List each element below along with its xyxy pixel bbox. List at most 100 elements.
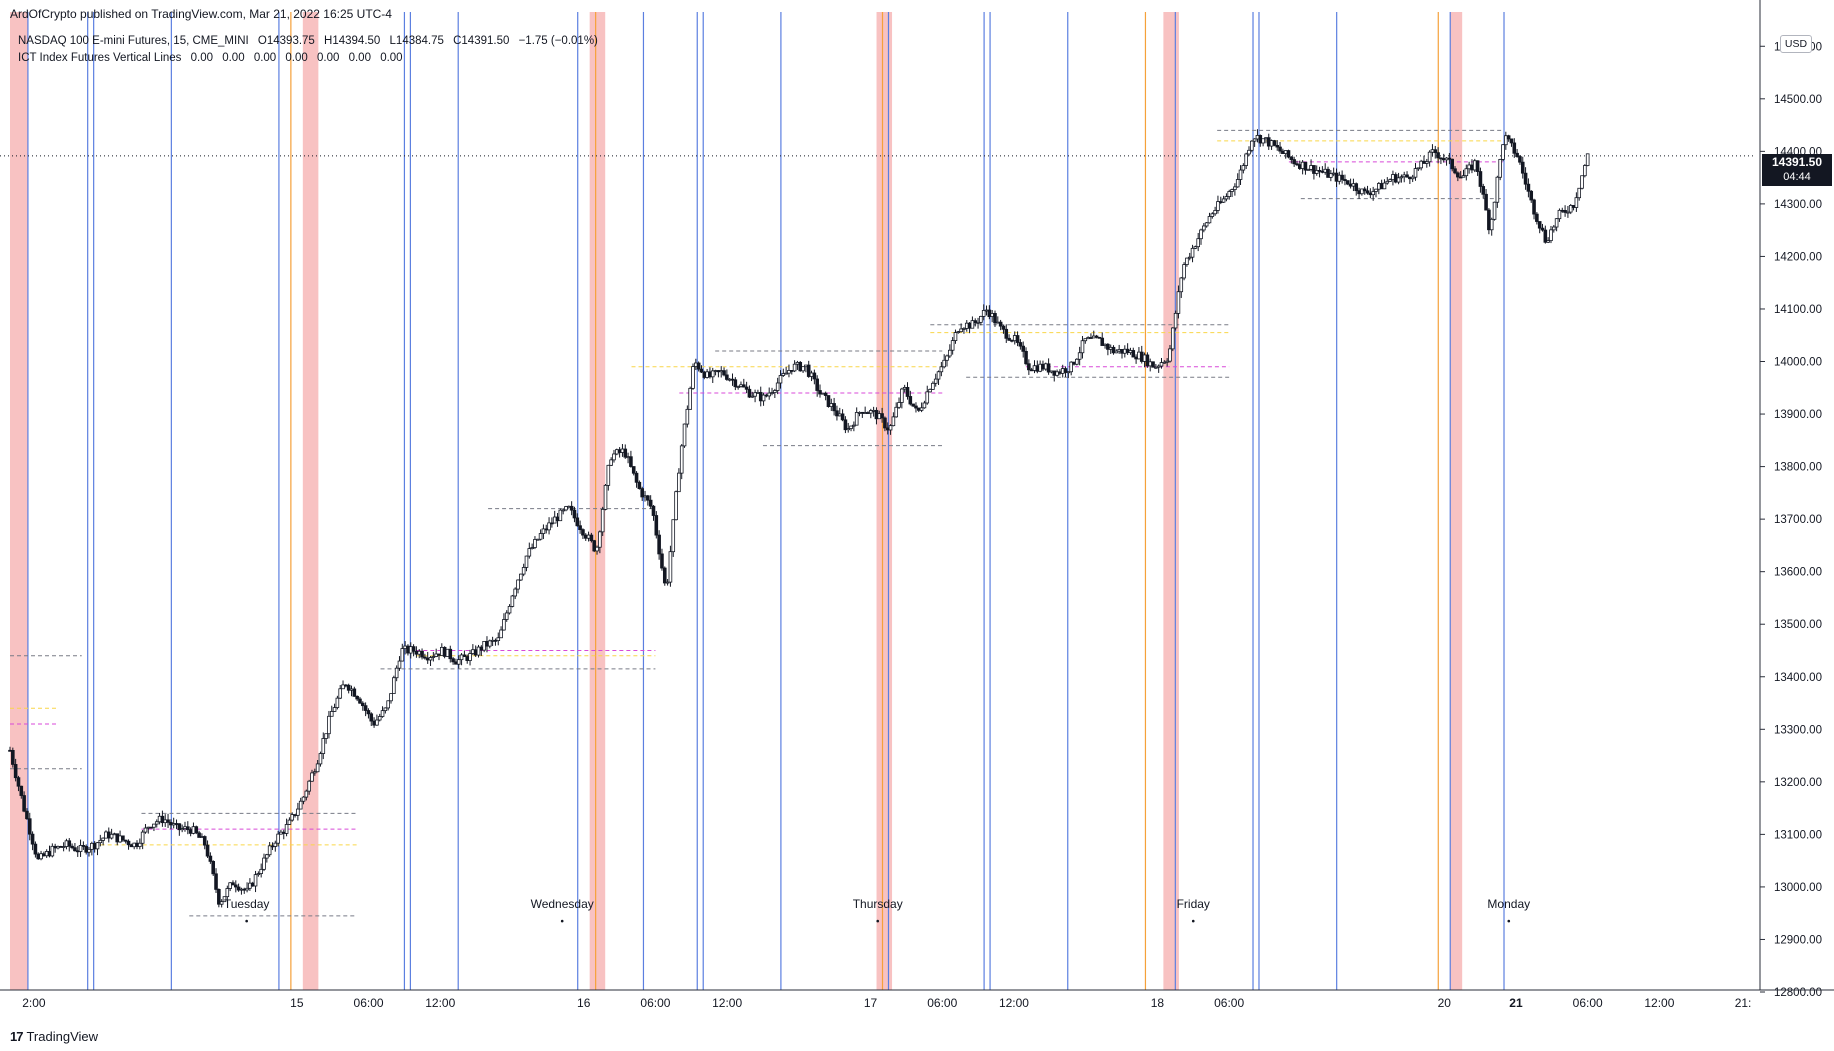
candle-body [665, 581, 670, 584]
candle-body [750, 395, 755, 398]
candle-body [789, 370, 794, 372]
symbol-legend[interactable]: NASDAQ 100 E-mini Futures, 15, CME_MINI … [18, 35, 604, 47]
candle-body [64, 840, 69, 847]
candle-body [27, 818, 32, 835]
candle-body [423, 656, 427, 659]
candle-body [392, 677, 396, 694]
candle-body [722, 370, 726, 376]
candle-body [527, 548, 532, 557]
candle-body [922, 402, 927, 409]
candle-body [1472, 160, 1477, 171]
candle-body [1106, 343, 1110, 350]
candle-body [403, 645, 407, 649]
candle-body [335, 697, 340, 708]
time-tick-label: 06:00 [354, 996, 384, 1010]
price-tick-label: 14000.00 [1774, 357, 1822, 369]
candle-body [674, 491, 678, 521]
candle-body [225, 888, 230, 898]
candle-body [67, 840, 72, 847]
candle-body [1549, 229, 1553, 242]
candle-body [171, 823, 176, 826]
candle-body [386, 700, 390, 709]
indicator-value: 0.00 [285, 52, 308, 64]
candle-body [329, 711, 334, 717]
candle-body [835, 410, 839, 417]
candle-body [1272, 140, 1277, 146]
candle-body [456, 659, 461, 665]
candle-body [1489, 218, 1494, 231]
candle-body [643, 495, 647, 498]
candle-body [1123, 348, 1127, 354]
candle-body [267, 845, 272, 856]
candle-body [1439, 157, 1443, 160]
candle-body [1495, 176, 1500, 203]
candle-body [1063, 368, 1068, 373]
candle-body [75, 850, 80, 853]
candle-body [1501, 144, 1505, 160]
candle-body [925, 391, 930, 404]
candle-body [654, 515, 659, 536]
candle-body [397, 660, 402, 669]
candle-body [332, 707, 337, 712]
candle-body [400, 648, 405, 662]
candle-body [487, 640, 492, 647]
price-tick-label: 12800.00 [1774, 987, 1822, 999]
candle-body [660, 553, 664, 569]
candle-body [1182, 264, 1186, 279]
candle-body [1001, 325, 1006, 330]
candle-body [1430, 149, 1435, 153]
candle-body [586, 534, 591, 539]
candle-body [767, 392, 772, 397]
candle-body [1396, 177, 1401, 183]
candle-body [146, 826, 151, 829]
candle-body [1478, 171, 1483, 187]
candle-body [942, 359, 946, 368]
candle-body [640, 488, 644, 498]
candle-body [1128, 350, 1133, 353]
price-tick-label: 13300.00 [1774, 724, 1822, 736]
candle-body [1475, 160, 1480, 172]
candle-body [631, 466, 636, 474]
candle-body [567, 505, 571, 508]
candle-body [1159, 362, 1164, 367]
candle-body [19, 785, 24, 796]
time-tick-label: 16 [577, 996, 591, 1010]
candle-body [140, 831, 145, 844]
candle-body [98, 839, 103, 844]
candle-body [1343, 179, 1347, 181]
publisher-line: ArdOfCrypto published on TradingView.com… [10, 7, 392, 21]
symbol-name[interactable]: NASDAQ 100 E-mini Futures, 15, CME_MINI [18, 35, 249, 47]
candle-body [1523, 172, 1528, 185]
candle-body [552, 516, 557, 524]
candle-body [736, 386, 740, 388]
candle-body [1320, 170, 1325, 173]
candle-body [1283, 150, 1288, 154]
indicator-legend[interactable]: ICT Index Futures Vertical Lines 0.00 0.… [18, 52, 409, 64]
candle-body [708, 371, 712, 378]
candle-body [1218, 201, 1223, 203]
candle-body [276, 833, 280, 844]
candle-body [589, 534, 594, 542]
candle-body [327, 715, 331, 735]
candle-body [1331, 172, 1336, 175]
candle-body [1317, 170, 1322, 172]
candle-body [1399, 176, 1404, 179]
candle-body [990, 313, 994, 317]
candle-body [1055, 371, 1059, 376]
candle-body [1080, 340, 1085, 354]
tradingview-logo[interactable]: 17 TradingView [10, 1029, 98, 1044]
candle-body [725, 374, 729, 380]
candle-body [744, 386, 749, 390]
candle-body [202, 836, 207, 846]
last-price-tag: 14391.50 04:44 [1762, 154, 1832, 186]
indicator-name[interactable]: ICT Index Futures Vertical Lines [18, 52, 182, 64]
candle-body [948, 349, 952, 357]
candle-body [1416, 167, 1421, 170]
candle-body [778, 375, 783, 384]
currency-button[interactable]: USD [1780, 35, 1812, 53]
candle-body [1461, 175, 1466, 178]
candle-body [973, 320, 978, 324]
candle-body [956, 331, 961, 334]
candle-body [1506, 135, 1511, 140]
